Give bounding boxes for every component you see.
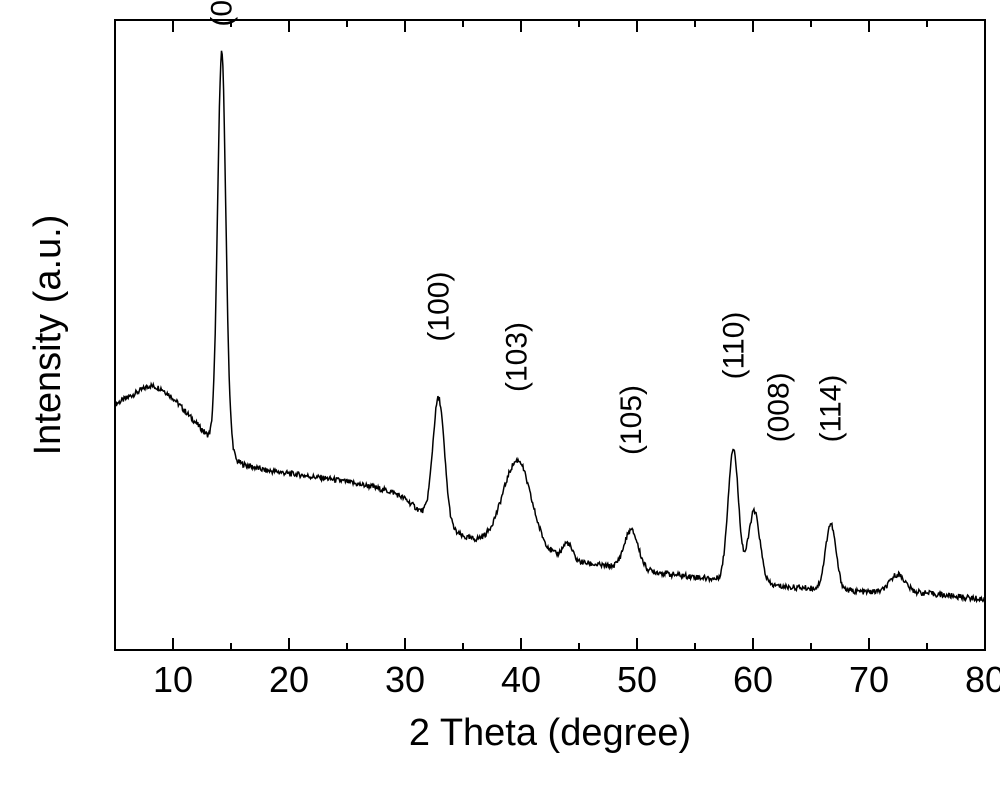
x-tick-label: 50 <box>617 659 657 700</box>
y-axis-title: Intensity (a.u.) <box>27 215 69 456</box>
x-tick-label: 70 <box>849 659 889 700</box>
x-tick-label: 30 <box>385 659 425 700</box>
x-tick-label: 60 <box>733 659 773 700</box>
peak-label: (110) <box>717 312 750 380</box>
xrd-chart: 10 20 30 40 50 60 70 80 2 Theta (degree) Intensit… <box>0 0 1000 803</box>
peak-label: (114) <box>815 375 848 443</box>
x-tick-label: 40 <box>501 659 541 700</box>
x-tick-label: 20 <box>269 659 309 700</box>
peak-label: (105) <box>615 385 648 455</box>
x-tick-label: 10 <box>153 659 193 700</box>
peak-label: (008) <box>763 372 796 442</box>
x-tick-label: 80 <box>965 659 1000 700</box>
peak-label: (002) <box>206 0 239 27</box>
peak-label: (100) <box>423 272 456 342</box>
chart-svg: 10 20 30 40 50 60 70 80 2 Theta (degree) Intensit… <box>0 0 1000 803</box>
x-axis-title: 2 Theta (degree) <box>409 712 691 754</box>
peak-label: (103) <box>500 322 533 392</box>
